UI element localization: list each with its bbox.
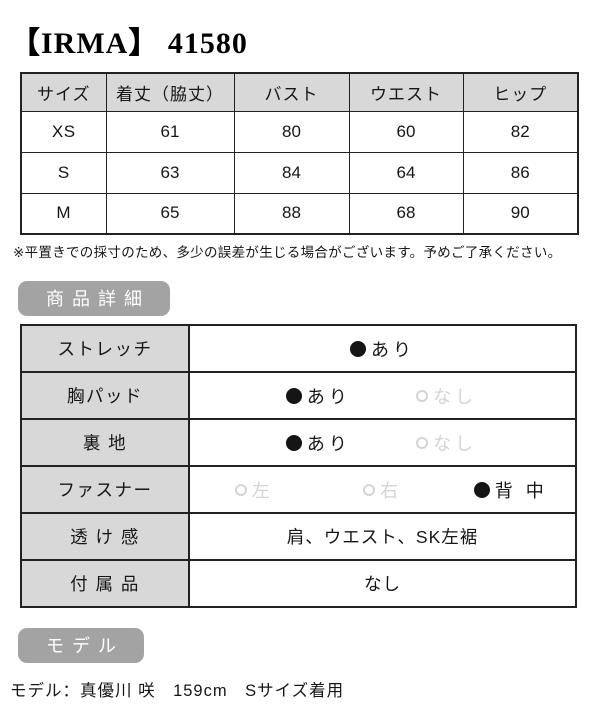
detail-label: 透 け 感 [20, 512, 190, 561]
option-unselected: 左 [234, 477, 274, 503]
filled-circle-icon [285, 387, 302, 404]
detail-label: ストレッチ [20, 324, 190, 373]
option-label: 右 [380, 480, 402, 501]
column-header-bust: バスト [233, 72, 350, 112]
measure-cell: 65 [105, 192, 235, 235]
table-row-s: S 63 84 64 86 [20, 151, 579, 194]
empty-circle-icon [363, 483, 375, 496]
detail-row-chest-pad: 胸パッド あり なし [20, 371, 577, 420]
measure-cell: 80 [233, 110, 350, 153]
detail-label: 裏 地 [20, 418, 190, 467]
page-title: 【IRMA】 41580 [10, 27, 248, 60]
measure-cell: 60 [348, 110, 464, 153]
model-heading: モデル [18, 628, 144, 663]
option-label: あり [306, 386, 351, 407]
table-row-m: M 65 88 68 90 [20, 192, 579, 235]
detail-value: なし [364, 574, 401, 594]
measure-cell: 61 [105, 110, 235, 153]
filled-circle-icon [473, 481, 490, 498]
detail-row-stretch: ストレッチ あり [20, 324, 577, 373]
option-label: なし [433, 386, 478, 407]
measure-cell: 82 [462, 110, 579, 153]
size-table-header-row: サイズ 着丈（脇丈） バスト ウエスト ヒップ [20, 72, 579, 112]
filled-circle-icon [285, 434, 302, 451]
option-label: あり [306, 433, 351, 454]
column-header-length: 着丈（脇丈） [105, 72, 235, 112]
option-label: なし [433, 433, 478, 454]
size-cell: S [20, 151, 107, 194]
model-info: モデル：真優川 咲 159cm Sサイズ着用 [10, 682, 345, 700]
empty-circle-icon [234, 483, 247, 496]
option-label: 左 [251, 480, 274, 501]
detail-label: 胸パッド [20, 371, 190, 420]
detail-value: 肩、ウエスト、SK左裾 [286, 527, 479, 547]
option-unselected: 右 [363, 477, 402, 503]
option-unselected: なし [416, 383, 477, 409]
option-label: あり [371, 339, 415, 360]
filled-circle-icon [350, 340, 366, 357]
detail-row-sheerness: 透 け 感 肩、ウエスト、SK左裾 [20, 512, 577, 561]
measure-cell: 88 [233, 192, 350, 235]
measure-cell: 64 [348, 151, 464, 194]
option-selected: 背 中 [473, 477, 548, 503]
option-label: 背 中 [494, 480, 548, 501]
detail-row-lining: 裏 地 あり なし [20, 418, 577, 467]
option-selected: あり [350, 336, 415, 362]
column-header-hip: ヒップ [462, 72, 579, 112]
detail-row-zipper: ファスナー 左 右 [20, 465, 577, 514]
option-selected: あり [285, 430, 351, 456]
measure-cell: 84 [233, 151, 350, 194]
detail-label: ファスナー [20, 465, 190, 514]
size-cell: M [20, 192, 107, 235]
empty-circle-icon [416, 389, 429, 402]
size-cell: XS [20, 110, 107, 153]
detail-row-accessories: 付 属 品 なし [20, 559, 577, 608]
size-table: サイズ 着丈（脇丈） バスト ウエスト ヒップ XS 61 80 60 82 S… [20, 72, 579, 235]
measurement-disclaimer: ※平置きでの採寸のため、多少の誤差が生じる場合がございます。予めご了承ください。 [13, 245, 562, 260]
measure-cell: 68 [348, 192, 464, 235]
empty-circle-icon [416, 436, 429, 449]
measure-cell: 86 [462, 151, 579, 194]
option-selected: あり [285, 383, 351, 409]
measure-cell: 63 [105, 151, 235, 194]
product-details-table: ストレッチ あり 胸パッド あり [20, 324, 577, 608]
product-details-heading: 商品詳細 [18, 281, 170, 316]
column-header-size: サイズ [20, 72, 107, 112]
measure-cell: 90 [462, 192, 579, 235]
option-unselected: なし [416, 430, 477, 456]
column-header-waist: ウエスト [348, 72, 464, 112]
table-row-xs: XS 61 80 60 82 [20, 110, 579, 153]
detail-label: 付 属 品 [20, 559, 190, 608]
